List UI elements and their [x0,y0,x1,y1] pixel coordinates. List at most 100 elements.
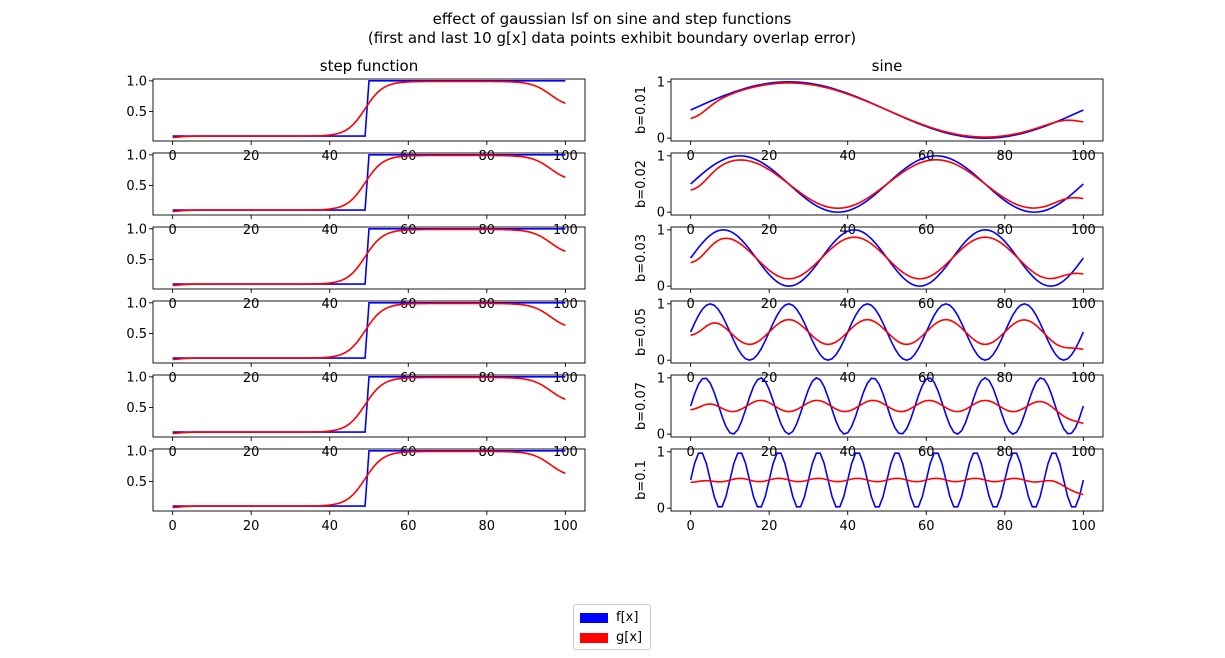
x-tick-label: 0 [168,445,176,460]
y-axis-label: b=0.03 [634,234,649,282]
axes-frame [670,152,1104,216]
step-panel-5: 0.5 1.0 0 20 40 60 80 100 [126,444,586,534]
y-tick-label: 0 [657,280,665,295]
x-tick-label: 80 [479,519,496,534]
x-tick-label: 0 [168,149,176,164]
axes-frame [152,78,586,142]
x-tick-label: 100 [553,223,578,238]
y-tick-label: 1 [657,297,665,312]
x-tick-label: 100 [553,445,578,460]
y-tick-label: 1.0 [126,296,147,311]
step-lines-5 [172,450,566,509]
x-tick-label: 40 [839,297,856,312]
y-tick-label: 0 [657,428,665,443]
x-tick-label: 60 [918,519,935,534]
legend-label-f: f[x] [616,610,639,625]
legend-entry-g: g[x] [580,630,642,646]
y-tick-label: 0 [657,206,665,221]
y-axis-label: b=0.02 [634,160,649,208]
x-tick-label: 100 [1071,223,1096,238]
series-g-line [172,302,566,361]
x-tick-label: 0 [168,519,176,534]
y-tick-label: 1.0 [126,222,147,237]
x-tick-label: 80 [997,519,1014,534]
y-tick-label: 1 [657,371,665,386]
subplot-title: step function [320,57,419,75]
step-lines-2 [172,228,566,287]
x-tick-label: 0 [686,371,694,386]
step-lines-0 [172,80,566,139]
sine-lines-5 [689,452,1085,508]
x-tick-label: 20 [761,297,778,312]
step-panel-4: 0.51.00 20 40 60 80 100 [126,370,586,460]
sine-lines-2 [689,229,1085,287]
x-tick-label: 80 [479,223,496,238]
series-g-line [690,82,1084,138]
y-axis-label: b=0.1 [634,460,649,500]
x-tick-label: 60 [918,223,935,238]
figure-title-line2: (first and last 10 g[x] data points exhi… [368,29,856,47]
step-panel-3: 0.51.00 20 40 60 80 100 [126,296,586,386]
x-tick-label: 100 [1071,297,1096,312]
y-tick-label: 1.0 [126,74,147,89]
x-tick-label: 60 [918,297,935,312]
axes-frame [152,300,586,364]
legend-label-g: g[x] [616,630,643,645]
y-tick-label: 0.5 [126,475,147,490]
x-tick-label: 20 [243,297,260,312]
sine-lines-3 [689,302,1085,362]
x-tick-label: 80 [997,371,1014,386]
x-tick-label: 0 [168,223,176,238]
subplot-title: sine [872,57,903,75]
x-tick-label: 0 [168,297,176,312]
series-f-line [172,302,566,359]
series-g-line [690,159,1084,209]
x-tick-label: 80 [997,149,1014,164]
axes-frame [670,374,1104,438]
y-tick-label: 0 [657,502,665,517]
axes-frame [152,226,586,290]
x-tick-label: 20 [761,371,778,386]
axes-frame [152,448,586,512]
x-tick-label: 20 [761,149,778,164]
series-f-line [172,450,566,507]
y-tick-label: 1.0 [126,444,147,459]
x-tick-label: 40 [321,371,338,386]
series-f-line [172,228,566,285]
x-tick-label: 80 [997,297,1014,312]
series-g-line [172,80,566,139]
series-g-line [172,154,566,213]
x-tick-label: 0 [168,371,176,386]
y-tick-label: 1.0 [126,370,147,385]
series-g-line [172,376,566,435]
x-tick-label: 100 [1071,445,1096,460]
x-tick-label: 80 [479,297,496,312]
series-g-line [690,318,1084,351]
x-tick-label: 100 [553,149,578,164]
series-g-line [690,236,1084,280]
y-tick-label: 1 [657,223,665,238]
x-tick-label: 100 [553,519,578,534]
x-tick-label: 100 [1071,371,1096,386]
overlap-spacer [672,302,1102,307]
y-tick-label: 0 [657,354,665,369]
y-tick-label: 1 [657,75,665,90]
y-tick-label: 0.5 [126,401,147,416]
figure-title-line1: effect of gaussian lsf on sine and step … [433,10,792,28]
y-tick-label: 0.5 [126,253,147,268]
sine-lines-1 [690,155,1084,213]
x-tick-label: 20 [243,445,260,460]
x-tick-label: 40 [321,519,338,534]
y-axis-label: b=0.05 [634,308,649,356]
sine-lines-0 [690,81,1084,139]
legend-entry-f: f[x] [580,610,638,626]
x-tick-label: 80 [479,371,496,386]
x-tick-label: 40 [839,519,856,534]
series-g-line [690,399,1084,425]
